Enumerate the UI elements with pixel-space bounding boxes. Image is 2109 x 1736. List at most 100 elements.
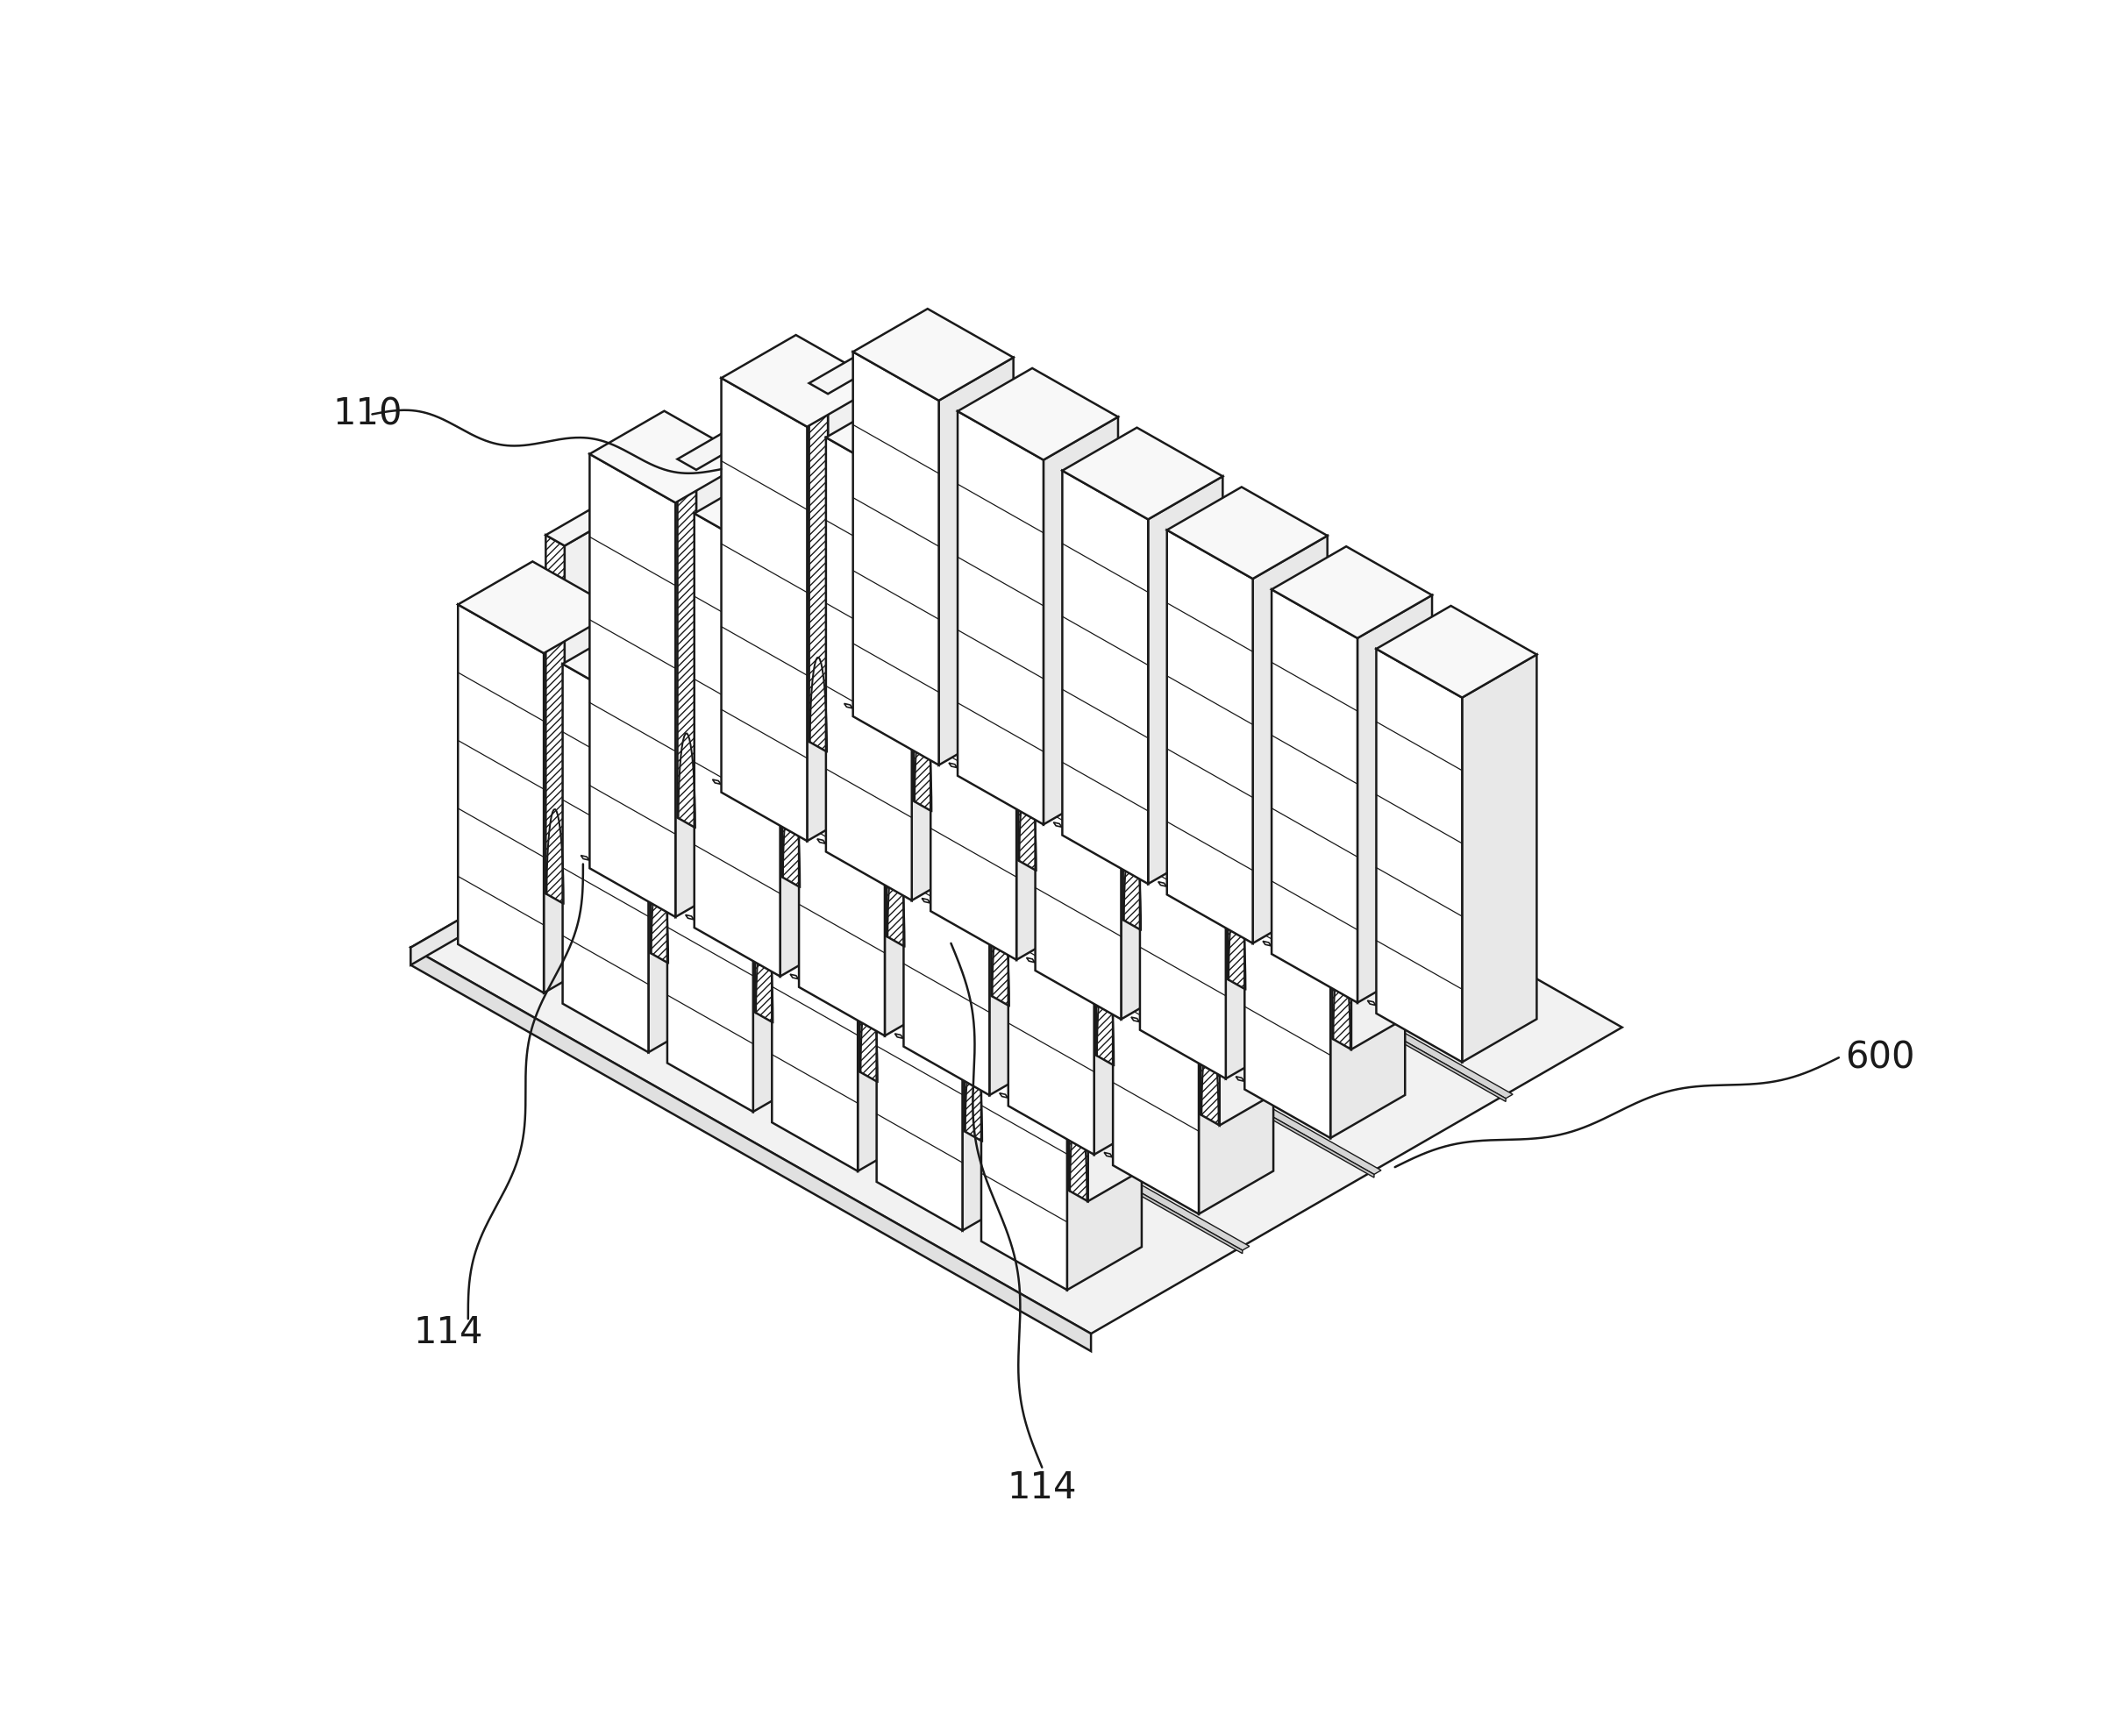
Polygon shape [546,535,565,904]
Polygon shape [1114,708,1274,800]
Polygon shape [1244,675,1331,1139]
Polygon shape [913,443,932,812]
Polygon shape [1038,470,1111,871]
Polygon shape [991,594,1084,648]
Polygon shape [1088,800,1162,1201]
Polygon shape [827,437,911,901]
Polygon shape [1116,665,1189,1066]
Polygon shape [886,578,960,1036]
Polygon shape [903,589,1065,681]
Polygon shape [1097,696,1116,1066]
Polygon shape [799,529,960,621]
Polygon shape [1000,1094,1008,1097]
Polygon shape [1200,713,1295,767]
Polygon shape [827,394,987,486]
Polygon shape [852,309,1014,401]
Polygon shape [694,785,1381,1174]
Polygon shape [1331,681,1405,1139]
Polygon shape [721,335,882,427]
Polygon shape [780,519,854,976]
Polygon shape [1367,1000,1375,1005]
Polygon shape [563,865,1242,1253]
Polygon shape [825,708,1512,1099]
Polygon shape [1095,698,1168,1154]
Polygon shape [677,417,772,470]
Polygon shape [650,552,744,606]
Polygon shape [799,573,886,1036]
Polygon shape [1122,562,1196,1019]
Polygon shape [1141,529,1217,930]
Polygon shape [563,621,723,713]
Polygon shape [591,455,675,917]
Polygon shape [981,901,1067,1290]
Polygon shape [913,399,1008,453]
Polygon shape [755,611,848,665]
Polygon shape [650,594,669,963]
Polygon shape [825,712,1506,1102]
Polygon shape [1019,502,1038,871]
Polygon shape [949,762,957,767]
Polygon shape [1027,958,1036,962]
Polygon shape [1166,488,1327,578]
Polygon shape [772,783,858,1172]
Polygon shape [1141,616,1225,1078]
Polygon shape [755,654,774,1023]
Polygon shape [962,847,1038,1231]
Polygon shape [1358,595,1432,1003]
Polygon shape [1008,649,1168,740]
Polygon shape [1244,632,1405,724]
Polygon shape [808,384,882,840]
Polygon shape [774,621,848,1023]
Polygon shape [1010,606,1084,1007]
Polygon shape [1063,470,1147,884]
Polygon shape [1063,427,1223,519]
Polygon shape [666,724,753,1111]
Polygon shape [1225,621,1301,1078]
Polygon shape [877,799,1038,891]
Polygon shape [981,859,1141,950]
Polygon shape [879,681,953,1083]
Polygon shape [983,740,1059,1142]
Polygon shape [721,378,808,840]
Polygon shape [563,859,1249,1250]
Polygon shape [964,729,1059,783]
Polygon shape [1044,417,1118,825]
Polygon shape [1114,752,1198,1213]
Polygon shape [782,476,875,529]
Polygon shape [565,503,639,904]
Polygon shape [1219,724,1295,1125]
Polygon shape [1019,458,1111,512]
Polygon shape [844,703,852,708]
Polygon shape [1377,606,1537,698]
Polygon shape [1272,590,1358,1003]
Polygon shape [989,637,1065,1095]
Polygon shape [753,729,827,1111]
Polygon shape [1333,637,1426,691]
Polygon shape [544,609,618,993]
Polygon shape [772,740,932,832]
Polygon shape [939,358,1014,766]
Polygon shape [957,411,1044,825]
Polygon shape [1462,654,1537,1062]
Polygon shape [964,773,983,1142]
Polygon shape [458,561,618,653]
Polygon shape [930,453,1090,545]
Polygon shape [903,632,989,1095]
Polygon shape [957,368,1118,460]
Polygon shape [1333,681,1352,1049]
Polygon shape [1124,561,1141,930]
Polygon shape [1227,578,1320,632]
Polygon shape [1166,529,1253,943]
Polygon shape [677,458,696,828]
Polygon shape [930,496,1017,960]
Polygon shape [816,838,825,844]
Polygon shape [1008,691,1095,1154]
Polygon shape [580,856,588,859]
Polygon shape [591,411,751,503]
Polygon shape [694,470,854,562]
Polygon shape [669,562,744,963]
Polygon shape [1200,757,1219,1125]
Polygon shape [694,788,1375,1177]
Polygon shape [1198,757,1274,1213]
Polygon shape [563,663,647,1052]
